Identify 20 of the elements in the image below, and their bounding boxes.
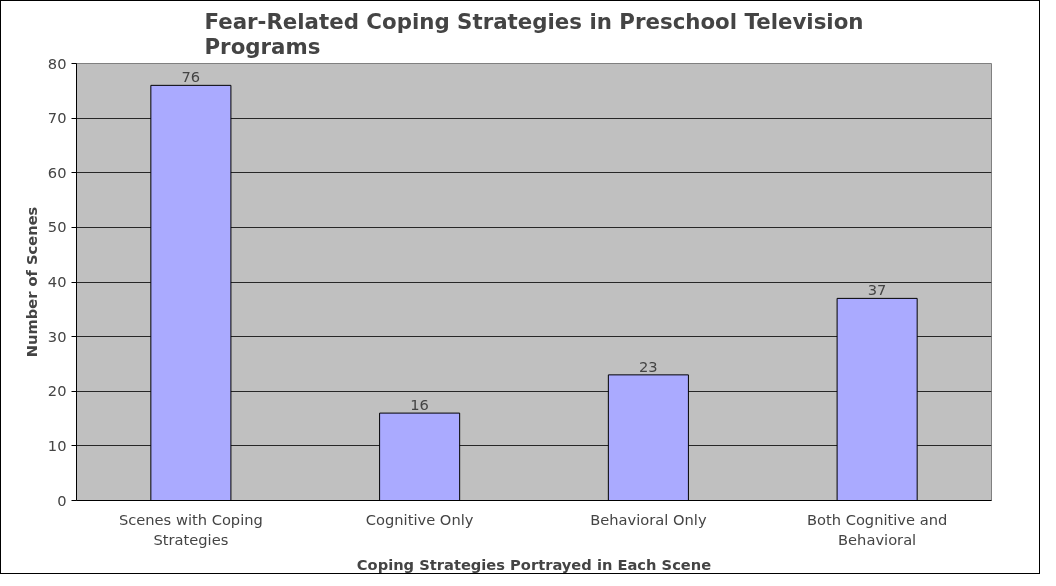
y-tick-label: 30 [47, 327, 67, 345]
y-tick-label: 10 [47, 436, 67, 454]
data-label: 37 [867, 281, 887, 299]
x-axis-title: Coping Strategies Portrayed in Each Scene [356, 555, 712, 573]
y-tick-label: 0 [57, 491, 67, 509]
y-tick-label: 50 [47, 218, 67, 236]
chart-title: Fear-Related Coping Strategies in Preschool Television Programs [204, 8, 864, 59]
y-tick-label: 20 [47, 382, 67, 400]
data-label: 76 [181, 68, 201, 86]
y-axis-title: Number of Scenes [22, 206, 40, 358]
x-tick-label: Behavioral Only [590, 510, 707, 528]
y-tick-label: 40 [47, 273, 67, 290]
y-tick-label: 70 [47, 109, 67, 127]
x-tick-label: Scenes with Coping Strategies [118, 510, 263, 548]
y-tick-label: 80 [47, 54, 67, 72]
x-tick-label: Both Cognitive and Behavioral [806, 510, 948, 548]
y-tick-label: 60 [47, 163, 67, 181]
data-label: 16 [410, 396, 429, 414]
x-tick-label: Cognitive Only [365, 510, 474, 528]
data-label: 23 [639, 357, 658, 375]
